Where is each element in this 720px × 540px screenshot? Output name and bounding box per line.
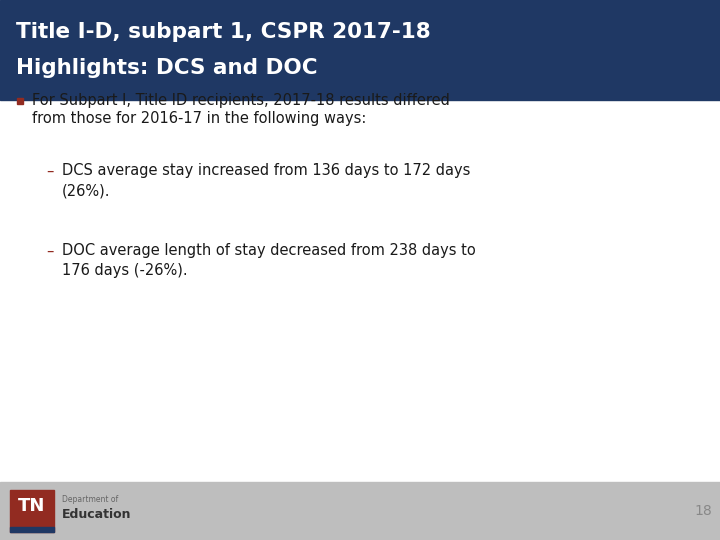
Bar [0, 0, 720, 100]
Text: Department of: Department of [62, 496, 118, 504]
Bar [0, 482, 720, 540]
Bar [10, 490, 54, 532]
Text: 18: 18 [694, 504, 712, 518]
Text: Title I-D, subpart 1, CSPR 2017-18: Title I-D, subpart 1, CSPR 2017-18 [16, 22, 431, 42]
Text: Education: Education [62, 508, 132, 521]
Text: DOC average length of stay decreased from 238 days to: DOC average length of stay decreased fro… [62, 244, 476, 259]
Text: 176 days (-26%).: 176 days (-26%). [62, 264, 188, 279]
Bar [10, 527, 54, 532]
Text: (26%).: (26%). [62, 184, 110, 199]
Text: –: – [46, 164, 53, 179]
Text: from those for 2016-17 in the following ways:: from those for 2016-17 in the following … [32, 111, 366, 126]
Text: –: – [46, 244, 53, 259]
Text: Highlights: DCS and DOC: Highlights: DCS and DOC [16, 58, 318, 78]
Text: TN: TN [18, 497, 45, 515]
Text: For Subpart I, Title ID recipients, 2017-18 results differed: For Subpart I, Title ID recipients, 2017… [32, 93, 450, 109]
Text: DCS average stay increased from 136 days to 172 days: DCS average stay increased from 136 days… [62, 164, 470, 179]
